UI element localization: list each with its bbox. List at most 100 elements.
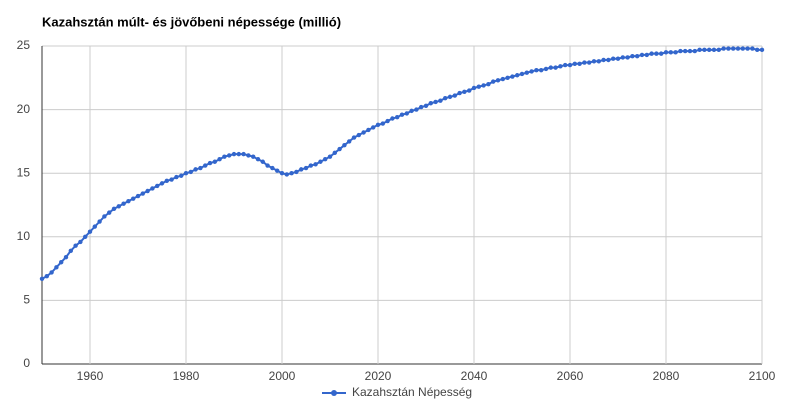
data-point xyxy=(236,151,241,157)
data-point xyxy=(131,196,136,201)
data-point xyxy=(409,108,414,114)
y-tick-label: 0 xyxy=(23,356,30,370)
y-tick-label: 10 xyxy=(17,229,31,243)
data-point xyxy=(683,48,688,54)
data-point xyxy=(596,59,601,64)
x-tick-label: 1980 xyxy=(173,369,200,383)
y-tick-label: 20 xyxy=(17,102,31,116)
data-point xyxy=(462,89,467,94)
data-point xyxy=(356,132,361,138)
data-point xyxy=(63,254,69,260)
data-point xyxy=(687,48,693,54)
data-point xyxy=(630,53,635,59)
data-point xyxy=(342,143,347,148)
data-point xyxy=(553,65,558,70)
data-point xyxy=(222,154,227,159)
data-point xyxy=(116,204,122,209)
data-point xyxy=(543,66,549,72)
data-point xyxy=(371,125,376,130)
data-point xyxy=(601,57,606,63)
data-point xyxy=(577,61,582,67)
y-tick-label: 25 xyxy=(17,38,31,52)
data-point xyxy=(227,153,232,158)
x-tick-label: 2060 xyxy=(557,369,584,383)
data-point xyxy=(707,47,712,53)
data-point xyxy=(659,51,664,56)
data-point xyxy=(500,76,505,82)
data-point xyxy=(620,55,625,60)
data-point xyxy=(467,88,472,93)
data-point xyxy=(428,101,433,106)
data-point xyxy=(217,157,222,162)
data-point xyxy=(337,146,342,152)
data-point xyxy=(558,64,563,69)
data-point xyxy=(735,46,741,51)
data-point xyxy=(150,186,155,191)
data-point xyxy=(78,239,83,245)
data-point xyxy=(414,107,419,112)
data-point xyxy=(539,67,544,73)
data-point xyxy=(611,56,616,61)
legend-label: Kazahsztán Népesség xyxy=(352,385,472,399)
data-point xyxy=(404,111,409,116)
data-point xyxy=(486,81,491,87)
data-point xyxy=(548,65,553,70)
y-tick-label: 15 xyxy=(17,165,31,179)
data-point xyxy=(419,104,424,110)
data-point xyxy=(582,60,587,65)
data-point xyxy=(567,62,573,68)
data-point xyxy=(155,183,160,189)
data-point xyxy=(241,151,246,157)
data-point xyxy=(668,50,673,55)
data-point xyxy=(294,169,299,175)
data-point xyxy=(726,46,731,51)
data-point xyxy=(323,157,328,162)
data-point xyxy=(476,84,481,89)
data-point xyxy=(174,174,179,180)
data-point xyxy=(505,75,510,81)
data-point xyxy=(716,47,721,53)
data-point xyxy=(471,85,477,91)
x-tick-label: 2100 xyxy=(749,369,776,383)
data-point xyxy=(433,99,438,105)
data-point xyxy=(678,48,683,54)
x-tick-label: 1960 xyxy=(77,369,104,383)
data-point xyxy=(385,118,390,124)
data-point xyxy=(673,50,678,55)
data-point xyxy=(745,46,750,51)
data-point xyxy=(697,47,702,53)
data-point xyxy=(313,162,318,167)
data-point xyxy=(68,248,74,253)
y-tick-label: 5 xyxy=(23,293,30,307)
data-point xyxy=(399,112,405,117)
data-point xyxy=(255,157,261,162)
data-point xyxy=(351,135,357,140)
data-point xyxy=(198,165,203,171)
data-point xyxy=(375,122,381,128)
legend-marker xyxy=(331,390,337,396)
data-point xyxy=(135,193,141,199)
data-point xyxy=(159,181,165,186)
data-point xyxy=(299,167,304,172)
data-point xyxy=(731,46,736,51)
data-point xyxy=(438,98,443,103)
data-point xyxy=(366,127,371,133)
data-point xyxy=(251,154,256,159)
data-point xyxy=(121,201,126,206)
data-point xyxy=(395,115,400,120)
data-point xyxy=(59,260,64,265)
data-point xyxy=(750,46,755,51)
data-point xyxy=(275,168,280,173)
data-point xyxy=(183,171,189,176)
data-point xyxy=(654,51,659,56)
data-point xyxy=(711,47,717,53)
data-point xyxy=(510,74,515,79)
data-point xyxy=(97,219,102,224)
data-point xyxy=(606,57,611,63)
data-point xyxy=(212,159,217,164)
data-point xyxy=(591,59,597,64)
x-tick-label: 2000 xyxy=(269,369,296,383)
data-point xyxy=(519,71,525,77)
data-point xyxy=(347,139,352,144)
